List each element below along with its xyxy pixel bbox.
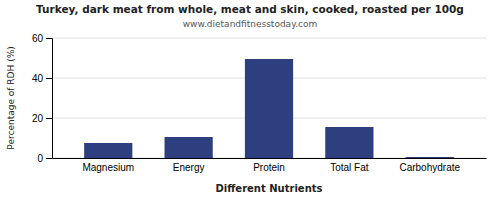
bar	[84, 143, 132, 158]
y-axis: 0 20 40 60	[32, 33, 53, 164]
plot: 0 20 40 60 Magnesium Energy Protein Total Fat Ca…	[32, 33, 487, 173]
tick: 40	[32, 73, 52, 84]
tick-mark	[46, 118, 52, 119]
tick-mark	[46, 158, 52, 159]
grid-line	[52, 38, 486, 39]
bar	[325, 127, 373, 158]
title: Turkey, dark meat from whole, meat and s…	[36, 3, 464, 15]
x-axis-title: Different Nutrients	[216, 183, 323, 194]
bar	[406, 157, 454, 158]
axis-line	[46, 39, 53, 159]
tick-label: Total Fat	[330, 162, 369, 173]
bar	[165, 137, 213, 158]
tick-label: Energy	[173, 162, 205, 173]
tick: 20	[32, 113, 52, 124]
tick-label: 0	[37, 153, 43, 164]
tick-label: 20	[32, 113, 44, 124]
tick-label: Protein	[253, 162, 285, 173]
chart: Turkey, dark meat from whole, meat and s…	[0, 0, 500, 200]
subtitle: www.dietandfitnesstoday.com	[183, 19, 318, 29]
tick-label: 40	[32, 73, 44, 84]
tick-mark	[46, 78, 52, 79]
axis-line	[53, 158, 487, 159]
tick: Magnesium	[82, 162, 134, 173]
tick: Protein	[253, 162, 285, 173]
tick: Carbohydrate	[399, 162, 460, 173]
tick: 0	[37, 153, 52, 164]
tick-label: Magnesium	[82, 162, 134, 173]
tick-label: Carbohydrate	[399, 162, 460, 173]
tick-label: 60	[32, 33, 44, 44]
tick-mark	[46, 38, 52, 39]
tick: Total Fat	[330, 162, 369, 173]
x-axis: Magnesium Energy Protein Total Fat Carbohydr…	[53, 159, 487, 174]
y-axis-title: Percentage of RDH (%)	[6, 46, 16, 149]
tick: Energy	[173, 162, 205, 173]
bar	[245, 59, 293, 158]
tick: 60	[32, 33, 52, 44]
bars	[84, 59, 454, 158]
grid	[52, 38, 486, 158]
